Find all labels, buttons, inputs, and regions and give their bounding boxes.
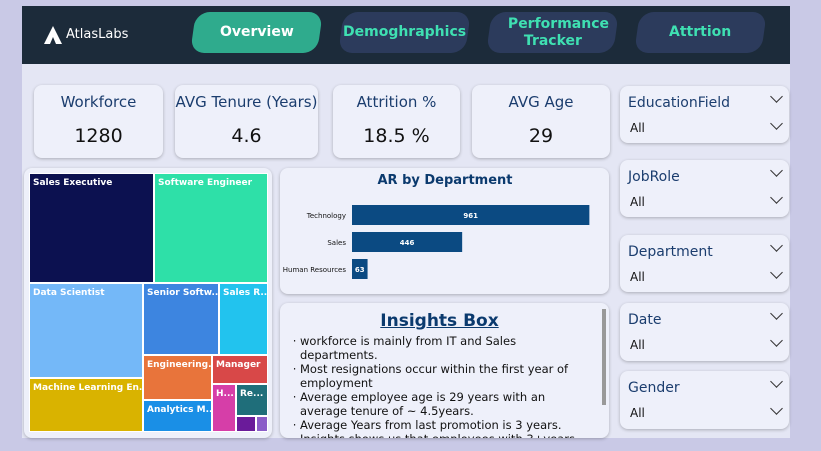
treemap-tile[interactable]: Re...	[236, 384, 268, 416]
bar	[352, 205, 590, 225]
chart-title: AR by Department	[377, 173, 512, 188]
insights-title: Insights Box	[380, 311, 499, 331]
insight-item: Average Years from last promotion is 3 y…	[300, 418, 591, 432]
kpi-label: Workforce	[60, 93, 137, 111]
filter-slicer[interactable]: Department All	[620, 235, 789, 292]
dropdown-chevron[interactable]	[770, 402, 783, 415]
data-label: 961	[463, 212, 478, 220]
filter-value: All	[630, 406, 645, 420]
kpi-value: 18.5 %	[363, 125, 430, 147]
kpi-value: 4.6	[231, 125, 262, 147]
filter-label: Gender	[628, 380, 680, 396]
filter-value: All	[630, 270, 645, 284]
filter-value: All	[630, 121, 645, 135]
bar	[352, 259, 368, 279]
tab[interactable]: Overview	[190, 12, 323, 53]
insight-item: Most resignations occur within the first…	[300, 362, 591, 390]
filter-label: Department	[628, 244, 713, 260]
kpi-card: Workforce 1280	[34, 85, 163, 158]
kpi-label: AVG Tenure (Years)	[175, 93, 318, 111]
dropdown-chevron[interactable]	[770, 266, 783, 279]
treemap-tile[interactable]: Data Scientist	[29, 283, 143, 378]
data-label: 63	[355, 266, 365, 274]
tab-label: Demoghraphics	[342, 24, 467, 40]
kpi-card: AVG Tenure (Years) 4.6	[175, 85, 318, 158]
chevron	[770, 90, 783, 103]
filter-slicer[interactable]: Date All	[620, 303, 789, 361]
kpi-value: 1280	[74, 125, 123, 147]
kpi-value: 29	[528, 125, 554, 147]
y-tick-label: Sales	[327, 239, 346, 247]
bar-chart: AR by Department Technology 961 Sales 446 Hum…	[283, 173, 590, 279]
kpi-label: AVG Age	[508, 93, 574, 111]
tab-label: Performance Tracker	[507, 15, 609, 49]
insights-list: workforce is mainly from IT and Sales de…	[288, 334, 591, 438]
chevron	[770, 375, 783, 388]
dropdown-chevron[interactable]	[770, 117, 783, 130]
logo-icon	[44, 26, 62, 44]
kpi-card: Attrition % 18.5 %	[333, 85, 460, 158]
chevron	[770, 164, 783, 177]
insight-item: Insights shows us that employees with 3+…	[300, 432, 591, 438]
bar-chart-panel: AR by Department Technology 961 Sales 446 Hum…	[280, 168, 609, 294]
tab[interactable]: Performance Tracker	[486, 12, 619, 53]
treemap-tile[interactable]: Engineering...	[143, 355, 212, 400]
treemap-tile[interactable]: Analytics M...	[143, 400, 212, 432]
tab[interactable]: Demoghraphics	[338, 12, 471, 53]
chevron	[770, 307, 783, 320]
treemap-tile[interactable]: Sales R...	[219, 283, 268, 355]
tab-label: Overview	[219, 24, 294, 40]
kpi-label: Attrition %	[356, 93, 437, 111]
treemap-tile[interactable]: Software Engineer	[154, 173, 268, 283]
filter-slicer[interactable]: JobRole All	[620, 160, 789, 217]
kpi-card: AVG Age 29	[472, 85, 610, 158]
tab-label: Attrtion	[669, 24, 732, 40]
treemap-tile	[256, 416, 268, 432]
scrollbar	[602, 309, 606, 405]
chevron	[770, 239, 783, 252]
tab[interactable]: Attrtion	[634, 12, 767, 53]
filter-slicer[interactable]: Gender All	[620, 371, 789, 429]
treemap-tile[interactable]: Machine Learning En...	[29, 378, 143, 432]
treemap-tile[interactable]: Senior Softw...	[143, 283, 219, 355]
filter-value: All	[630, 195, 645, 209]
treemap-tile[interactable]: H...	[212, 384, 236, 432]
insight-item: Average employee age is 29 years with an…	[300, 390, 591, 418]
y-tick-label: Technology	[306, 212, 346, 220]
insight-item: workforce is mainly from IT and Sales de…	[300, 334, 591, 362]
treemap-tile[interactable]: Sales Executive	[29, 173, 154, 283]
insights-panel: Insights Box workforce is mainly from IT…	[280, 303, 609, 438]
filter-slicer[interactable]: EducationField All	[620, 86, 789, 143]
logo-text: AtlasLabs	[66, 27, 129, 42]
dropdown-chevron[interactable]	[770, 191, 783, 204]
treemap-tile[interactable]: Manager	[212, 355, 268, 384]
data-label: 446	[400, 239, 415, 247]
filter-label: Date	[628, 312, 662, 328]
dropdown-chevron[interactable]	[770, 334, 783, 347]
bar	[352, 232, 463, 252]
filter-label: JobRole	[628, 169, 680, 185]
y-tick-label: Human Resources	[283, 266, 347, 274]
filter-value: All	[630, 338, 645, 352]
filter-label: EducationField	[628, 95, 731, 111]
treemap-tile	[236, 416, 256, 432]
